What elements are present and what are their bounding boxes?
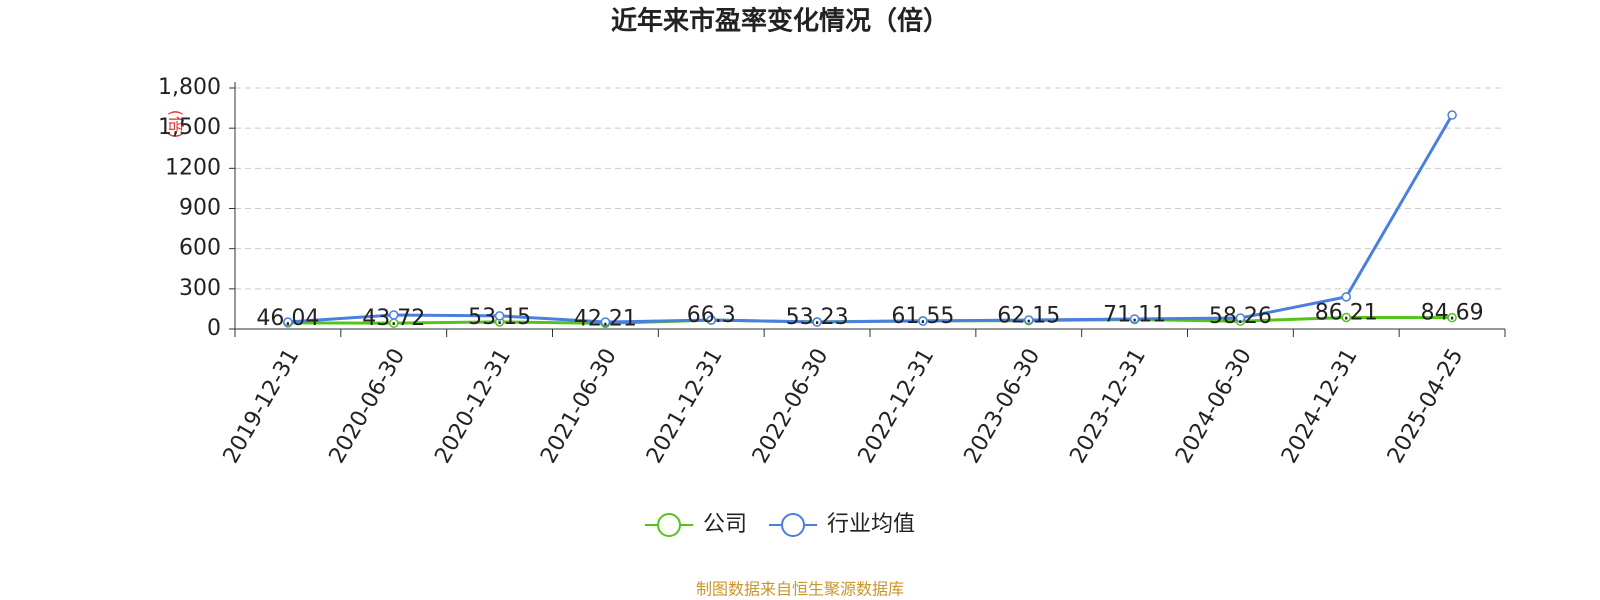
- y-tick-label: 600: [179, 236, 221, 261]
- x-tick-label: 2021-06-30: [536, 345, 622, 468]
- x-tick-label: 2023-12-31: [1065, 345, 1151, 468]
- legend-marker: [657, 513, 681, 537]
- point: [1235, 313, 1246, 323]
- chart-title: 近年来市盈率变化情况（倍）: [611, 6, 949, 37]
- data-label: 53.23: [786, 305, 849, 330]
- legend-item: 公司: [645, 512, 747, 537]
- data-label: 58.26: [1209, 304, 1272, 329]
- x-tick-label: 2022-12-31: [854, 345, 940, 468]
- data-label: 46.04: [256, 306, 319, 331]
- data-label: 62.15: [997, 304, 1060, 329]
- x-tick-label: 2023-06-30: [960, 345, 1046, 468]
- point: [389, 310, 399, 320]
- point: [283, 317, 293, 327]
- x-tick-label: 2020-12-31: [430, 345, 516, 468]
- point: [812, 317, 822, 327]
- y-tick-label: 900: [179, 196, 221, 221]
- x-tick-label: 2020-06-30: [325, 345, 411, 468]
- y-tick-label: 0: [207, 316, 221, 341]
- point: [1447, 110, 1457, 120]
- y-tick-label: 1,800: [158, 75, 221, 100]
- point: [1024, 315, 1034, 325]
- data-label: 84.69: [1421, 301, 1484, 326]
- legend-label: 公司: [703, 512, 747, 537]
- data-label: 43.72: [362, 306, 425, 331]
- x-tick-label: 2019-12-31: [219, 345, 305, 468]
- y-tick-label: 300: [179, 276, 221, 301]
- x-tick-label: 2024-12-31: [1277, 345, 1363, 468]
- data-label: 42.21: [574, 306, 637, 331]
- source-note: 制图数据来自恒生聚源数据库: [696, 580, 904, 599]
- point: [1129, 314, 1140, 324]
- y-tick-label: 1,500: [158, 115, 221, 140]
- point: [600, 317, 611, 327]
- data-label: 86.21: [1315, 300, 1378, 325]
- data-label: 66.3: [687, 303, 736, 328]
- y-tick-label: 1200: [165, 155, 221, 180]
- x-tick-label: 2021-12-31: [642, 345, 728, 468]
- x-tick-label: 2022-06-30: [748, 345, 834, 468]
- x-tick-label: 2024-06-30: [1171, 345, 1257, 468]
- point: [1341, 292, 1351, 302]
- data-label: 53.15: [468, 305, 531, 330]
- point: [1447, 312, 1457, 323]
- point: [1341, 312, 1351, 323]
- series-line: [287, 114, 1454, 324]
- point: [494, 311, 505, 321]
- point: [918, 316, 928, 326]
- legend-marker: [781, 513, 806, 537]
- data-label: 71.11: [1103, 302, 1166, 327]
- point: [706, 315, 716, 325]
- x-tick-label: 2025-04-25: [1383, 345, 1469, 468]
- y-axis-label: (倍): [167, 110, 186, 139]
- legend-item: 行业均值: [769, 512, 915, 537]
- data-label: 61.55: [891, 304, 954, 329]
- legend-label: 行业均值: [827, 512, 915, 537]
